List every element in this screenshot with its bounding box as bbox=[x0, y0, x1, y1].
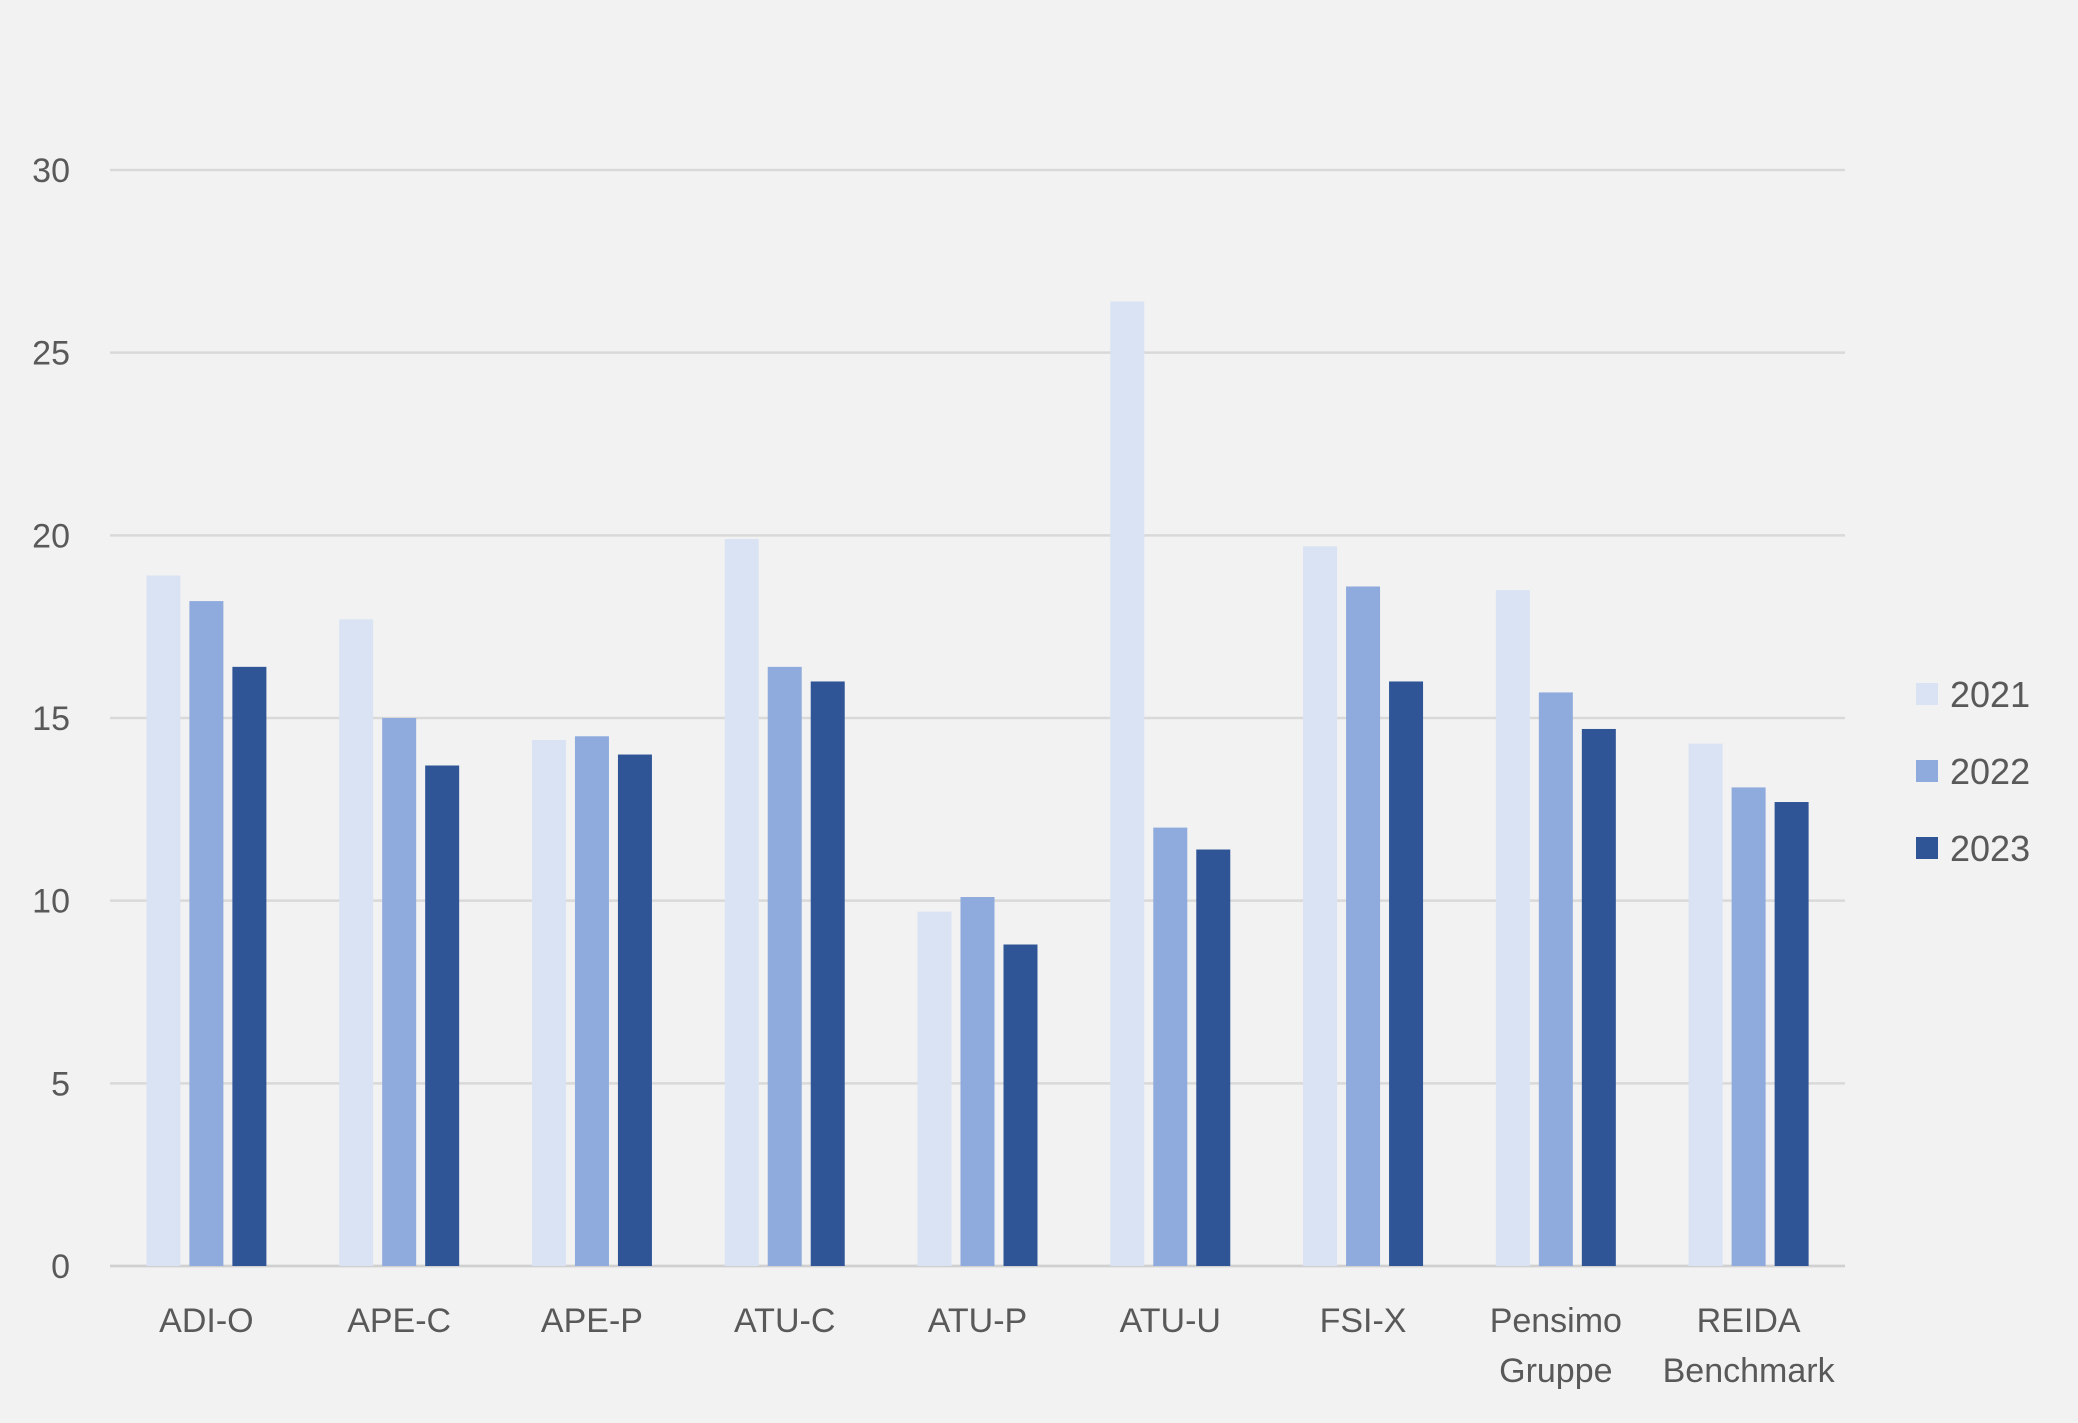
x-tick-label-line: Benchmark bbox=[1663, 1352, 1836, 1390]
x-tick-label-line: ATU-P bbox=[928, 1302, 1027, 1340]
bar-atu-p-2023 bbox=[1003, 944, 1038, 1266]
x-tick-label-line: REIDA bbox=[1697, 1302, 1801, 1340]
bar-atu-u-2021 bbox=[1110, 301, 1145, 1266]
x-tick-label-line: ATU-C bbox=[734, 1302, 835, 1340]
bar-pensimo-gruppe-2021 bbox=[1495, 590, 1530, 1266]
bar-adi-o-2023 bbox=[232, 666, 267, 1266]
y-tick-label: 30 bbox=[32, 152, 70, 190]
x-tick-label: REIDA Benchmark bbox=[1663, 1302, 1836, 1390]
x-tick-label: ATU-U bbox=[1120, 1302, 1221, 1340]
y-axis-tick-labels: 0 5 10 15 20 25 30 bbox=[32, 152, 70, 1286]
bar-reida-benchmark-2023 bbox=[1774, 802, 1809, 1266]
x-tick-label: APE-C bbox=[347, 1302, 451, 1340]
bar-atu-c-2022 bbox=[767, 666, 802, 1266]
legend-swatch-2021 bbox=[1916, 683, 1938, 705]
bar-atu-c-2021 bbox=[724, 538, 759, 1266]
bar-ape-p-2021 bbox=[531, 739, 566, 1266]
x-tick-label: APE-P bbox=[541, 1302, 643, 1340]
legend: 2021 2022 2023 bbox=[1916, 674, 2030, 869]
x-tick-label-line: APE-C bbox=[347, 1302, 451, 1340]
bar-reida-benchmark-2021 bbox=[1688, 743, 1723, 1266]
bar-pensimo-gruppe-2023 bbox=[1581, 728, 1616, 1266]
y-tick-label: 15 bbox=[32, 700, 70, 738]
legend-label: 2021 bbox=[1950, 674, 2030, 715]
x-tick-label-line: ATU-U bbox=[1120, 1302, 1221, 1340]
bar-adi-o-2021 bbox=[146, 575, 181, 1266]
bar-reida-benchmark-2022 bbox=[1731, 787, 1766, 1266]
y-tick-label: 0 bbox=[51, 1248, 70, 1286]
y-tick-label: 5 bbox=[51, 1065, 70, 1103]
x-tick-label-line: Gruppe bbox=[1499, 1352, 1612, 1390]
bar-atu-p-2021 bbox=[917, 911, 952, 1266]
bar-ape-c-2023 bbox=[425, 765, 460, 1266]
y-tick-label: 20 bbox=[32, 517, 70, 555]
x-tick-label: ATU-P bbox=[928, 1302, 1027, 1340]
x-tick-label-line: FSI-X bbox=[1320, 1302, 1407, 1340]
x-tick-label-line: APE-P bbox=[541, 1302, 643, 1340]
bar-atu-c-2023 bbox=[810, 681, 845, 1266]
x-tick-label-line: Pensimo bbox=[1490, 1302, 1622, 1340]
x-tick-label: FSI-X bbox=[1320, 1302, 1407, 1340]
y-tick-label: 10 bbox=[32, 883, 70, 921]
bar-atu-p-2022 bbox=[960, 897, 995, 1266]
bar-fsi-x-2023 bbox=[1389, 681, 1424, 1266]
bar-fsi-x-2022 bbox=[1346, 586, 1381, 1266]
bar-ape-c-2021 bbox=[339, 619, 374, 1266]
bar-ape-c-2022 bbox=[382, 718, 417, 1266]
legend-swatch-2022 bbox=[1916, 760, 1938, 782]
legend-swatch-2023 bbox=[1916, 837, 1938, 859]
x-tick-label: Pensimo Gruppe bbox=[1490, 1302, 1622, 1390]
x-tick-label-line: ADI-O bbox=[159, 1302, 253, 1340]
bar-atu-u-2023 bbox=[1196, 849, 1231, 1266]
legend-label: 2022 bbox=[1950, 751, 2030, 792]
x-tick-label: ATU-C bbox=[734, 1302, 835, 1340]
bar-fsi-x-2021 bbox=[1303, 546, 1338, 1266]
bar-atu-u-2022 bbox=[1153, 827, 1188, 1266]
bar-adi-o-2022 bbox=[189, 601, 224, 1266]
bar-pensimo-gruppe-2022 bbox=[1538, 692, 1573, 1266]
y-tick-label: 25 bbox=[32, 335, 70, 373]
legend-label: 2023 bbox=[1950, 828, 2030, 869]
bar-ape-p-2022 bbox=[574, 736, 609, 1266]
bars bbox=[146, 301, 1809, 1266]
x-axis-tick-labels: ADI-O APE-C APE-P ATU-C ATU-P ATU-U FSI-X Pensi… bbox=[159, 1302, 1835, 1390]
x-tick-label: ADI-O bbox=[159, 1302, 253, 1340]
bar-ape-p-2023 bbox=[617, 754, 652, 1266]
